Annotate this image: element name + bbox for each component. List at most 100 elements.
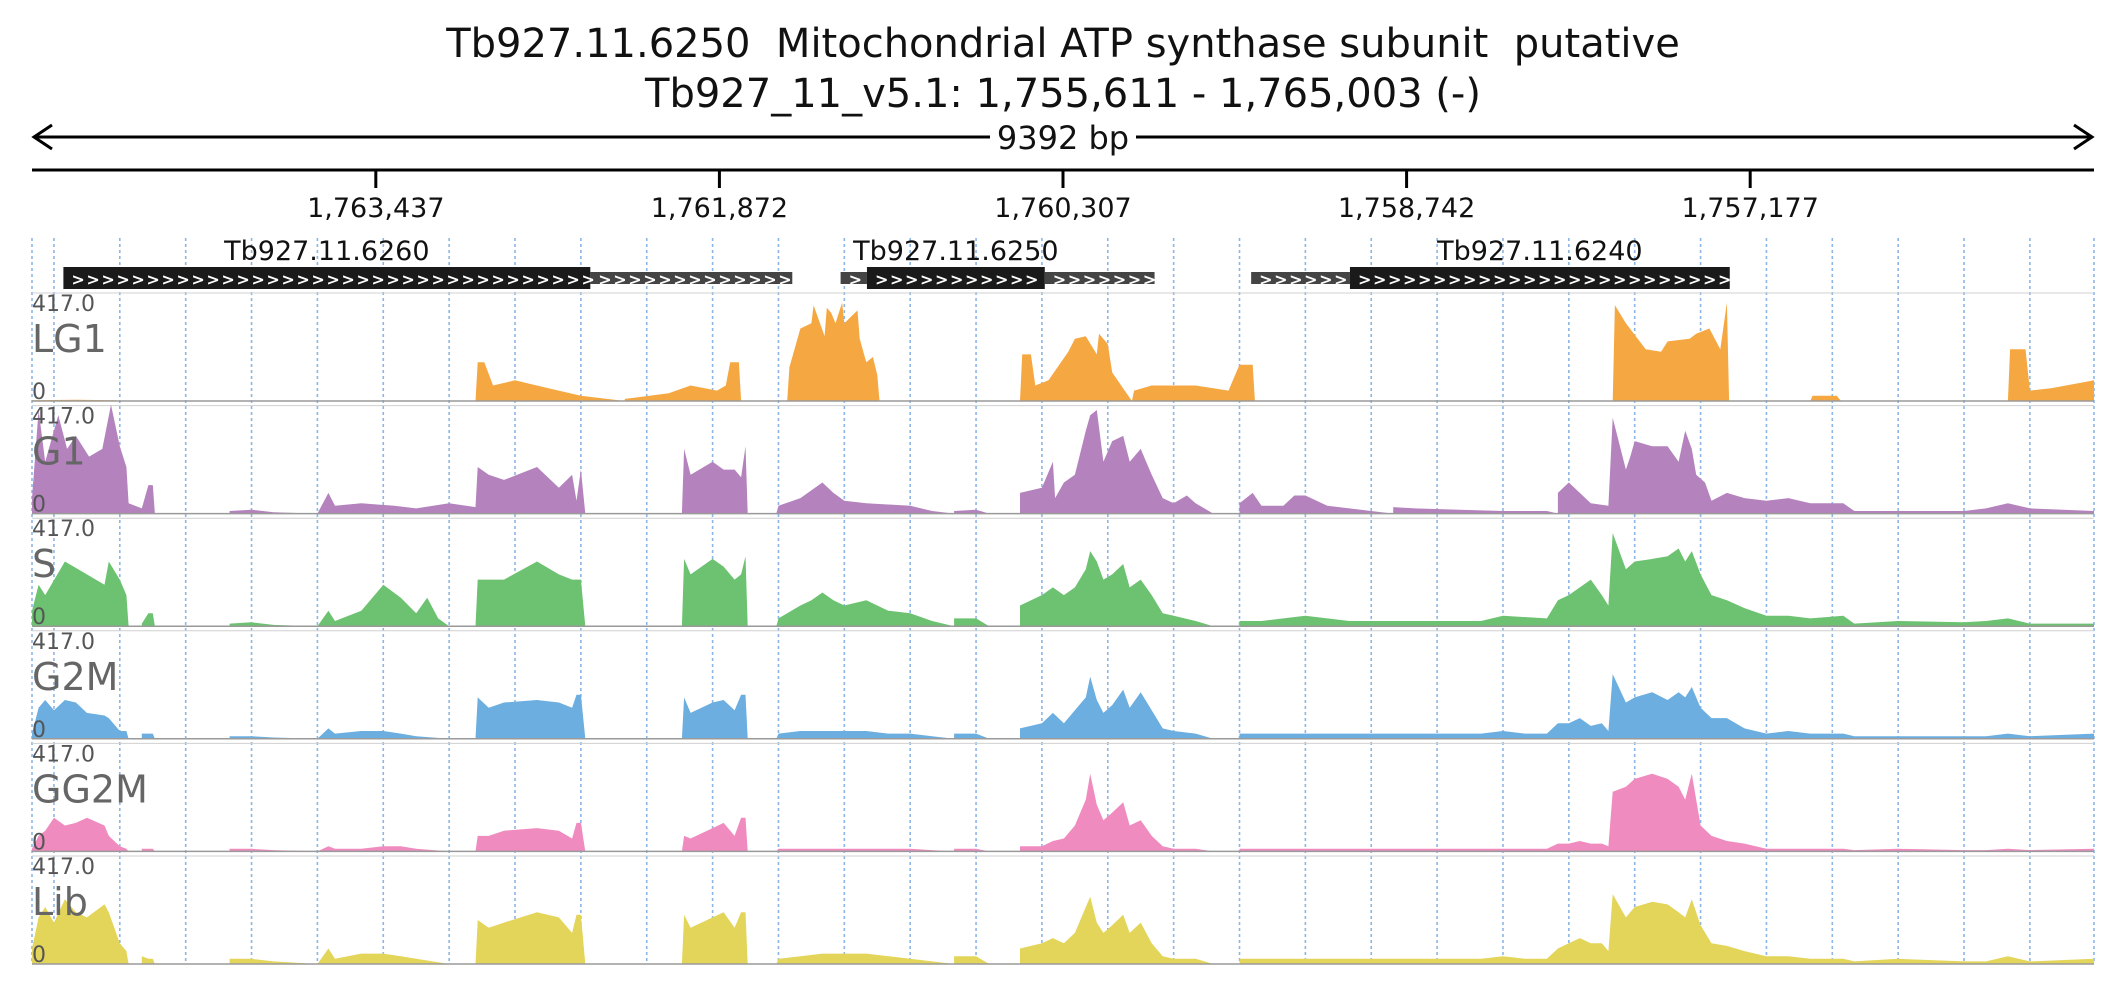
track-ymax-label: 417.0: [32, 630, 95, 655]
strand-arrow: >: [673, 270, 686, 289]
strand-arrow: >: [643, 270, 656, 289]
strand-arrow: >: [995, 270, 1008, 289]
strand-arrow: >: [521, 270, 534, 289]
coverage-area-lg1: [32, 302, 2094, 401]
strand-arrow: >: [763, 270, 776, 289]
track-name-label: G1: [32, 430, 86, 474]
strand-arrow: >: [980, 270, 993, 289]
strand-arrow: >: [1718, 270, 1731, 289]
gene-utr: [1044, 272, 1155, 284]
axis-tick-label: 1,761,872: [651, 193, 788, 224]
track-name-label: GG2M: [32, 767, 148, 811]
strand-arrow: >: [1643, 270, 1656, 289]
strand-arrow: >: [1098, 270, 1111, 289]
strand-arrow: >: [506, 270, 519, 289]
chart-subtitle: Tb927_11_v5.1: 1,755,611 - 1,765,003 (-): [645, 71, 1481, 117]
track-ymax-label: 417.0: [32, 855, 95, 880]
track-ymin-label: 0: [32, 605, 46, 630]
strand-arrow: >: [849, 270, 862, 289]
strand-arrow: >: [146, 270, 159, 289]
strand-arrow: >: [1448, 270, 1461, 289]
strand-arrow: >: [1673, 270, 1686, 289]
gene-utr: [840, 272, 867, 284]
strand-arrow: >: [116, 270, 129, 289]
track-ymin-label: 0: [32, 718, 46, 743]
strand-arrow: >: [1538, 270, 1551, 289]
strand-arrow: >: [1274, 270, 1287, 289]
strand-arrow: >: [1613, 270, 1626, 289]
strand-arrow: >: [1403, 270, 1416, 289]
strand-arrow: >: [416, 270, 429, 289]
gene-track: > > > > > > > > > > > > >> > > > > > > > > > > > > > > > > > > > > > > > > > >…: [63, 236, 1731, 289]
strand-arrow: >: [251, 270, 264, 289]
gene-cds: [1349, 267, 1730, 289]
strand-arrow: >: [1010, 270, 1023, 289]
strand-arrow: >: [875, 270, 888, 289]
strand-arrow: >: [733, 270, 746, 289]
coverage-tracks: 417.00LG1417.00G1417.00S417.00G2M417.00G…: [32, 292, 2094, 968]
strand-arrow: >: [1304, 270, 1317, 289]
strand-arrow: >: [536, 270, 549, 289]
strand-arrow: >: [598, 270, 611, 289]
strand-arrow: >: [1583, 270, 1596, 289]
strand-arrow: >: [1113, 270, 1126, 289]
strand-arrow: >: [581, 270, 594, 289]
strand-arrow: >: [446, 270, 459, 289]
strand-arrow: >: [431, 270, 444, 289]
strand-arrow: >: [1068, 270, 1081, 289]
strand-arrow: >: [1373, 270, 1386, 289]
strand-arrow: >: [1143, 270, 1156, 289]
strand-arrow: >: [1388, 270, 1401, 289]
strand-arrow: >: [326, 270, 339, 289]
strand-arrow: >: [1568, 270, 1581, 289]
strand-arrow: >: [281, 270, 294, 289]
coverage-area-gg2m: [32, 773, 2094, 852]
span-label: 9392 bp: [997, 119, 1129, 157]
strand-arrow: >: [1319, 270, 1332, 289]
strand-arrow: >: [1259, 270, 1272, 289]
strand-arrow: >: [461, 270, 474, 289]
track-ymax-label: 417.0: [32, 405, 95, 430]
strand-arrow: >: [131, 270, 144, 289]
gene-label: Tb927.11.6240: [1436, 236, 1642, 267]
track-name-label: S: [32, 542, 56, 586]
strand-arrow: >: [296, 270, 309, 289]
strand-arrow: >: [1025, 270, 1038, 289]
gene-utr: [1251, 272, 1350, 284]
coverage-area-g1: [32, 404, 2094, 514]
strand-arrow: >: [311, 270, 324, 289]
strand-arrow: >: [1128, 270, 1141, 289]
strand-arrow: >: [191, 270, 204, 289]
strand-arrow: >: [266, 270, 279, 289]
strand-arrow: >: [356, 270, 369, 289]
strand-arrow: >: [491, 270, 504, 289]
strand-arrow: >: [1493, 270, 1506, 289]
strand-arrow: >: [1418, 270, 1431, 289]
span-label-bg: [990, 119, 1136, 155]
strand-arrow: >: [628, 270, 641, 289]
coverage-area-g2m: [32, 674, 2094, 739]
strand-arrow: >: [935, 270, 948, 289]
strand-arrow: >: [71, 270, 84, 289]
strand-arrow: >: [965, 270, 978, 289]
strand-arrow: >: [1628, 270, 1641, 289]
strand-arrow: >: [236, 270, 249, 289]
gene-cds: [63, 267, 591, 289]
strand-arrow: >: [890, 270, 903, 289]
strand-arrow: >: [566, 270, 579, 289]
axis-tick-label: 1,757,177: [1681, 193, 1818, 224]
span-arrow: 9392 bp: [31, 119, 2095, 157]
strand-arrow: >: [101, 270, 114, 289]
strand-arrow: >: [950, 270, 963, 289]
strand-arrow: >: [1508, 270, 1521, 289]
gene-label: Tb927.11.6260: [223, 236, 429, 267]
strand-arrow: >: [206, 270, 219, 289]
strand-arrow: >: [1289, 270, 1302, 289]
strand-arrow: >: [1433, 270, 1446, 289]
strand-arrow: >: [341, 270, 354, 289]
gene-utr: [590, 272, 793, 284]
gene-label: Tb927.11.6250: [852, 236, 1058, 267]
strand-arrow: >: [703, 270, 716, 289]
strand-arrow: >: [386, 270, 399, 289]
